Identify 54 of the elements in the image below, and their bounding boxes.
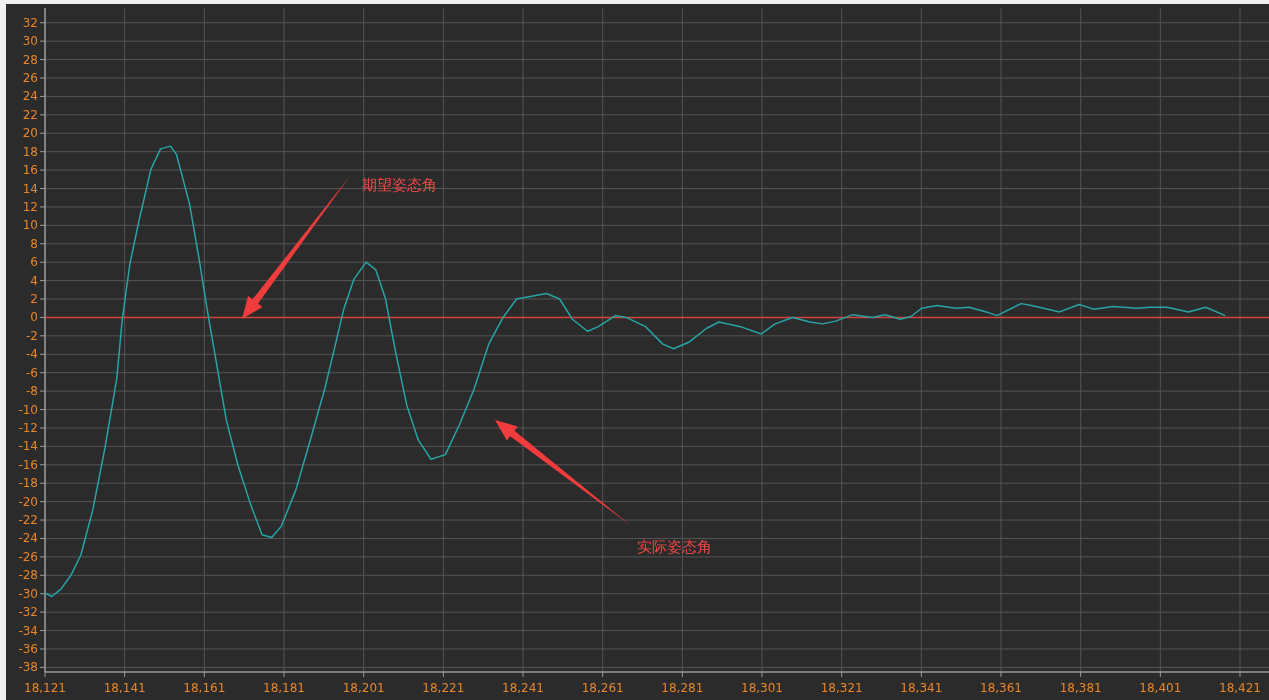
x-tick-label: 18,201 [342,681,385,695]
annotation: 实际姿态角 [637,538,712,556]
y-tick-label: -38 [18,660,38,675]
annotation: 期望姿态角 [362,176,437,194]
x-tick-label: 18,421 [1219,681,1261,695]
y-tick-label: -18 [18,476,38,491]
y-tick-label: 4 [30,273,38,288]
x-tick-label: 18,341 [900,681,943,695]
x-tick-label: 18,301 [741,681,783,695]
y-tick-label: 8 [30,236,38,251]
x-tick-label: 18,141 [103,681,146,695]
y-tick-label: -26 [18,549,38,564]
y-tick-label: -36 [18,641,38,656]
y-tick-label: -8 [26,384,38,399]
y-tick-label: 16 [22,163,38,178]
y-tick-label: -30 [18,586,38,601]
y-tick-label: 10 [22,218,38,233]
y-tick-label: 24 [22,89,38,104]
y-tick-label: 22 [22,107,38,122]
y-tick-label: 30 [22,34,38,49]
y-tick-label: -2 [26,328,38,343]
y-tick-label: 12 [22,199,38,214]
y-tick-label: -24 [18,531,38,546]
y-tick-label: 14 [22,181,38,196]
x-tick-label: 18,241 [502,681,544,695]
y-tick-label: 0 [30,310,38,325]
x-tick-label: 18,281 [661,681,704,695]
y-tick-label: -14 [18,439,38,454]
x-tick-label: 18,221 [422,681,465,695]
y-tick-label: -12 [18,420,38,435]
y-tick-label: -32 [18,605,38,620]
y-tick-label: -10 [18,402,38,417]
x-tick-label: 18,161 [183,681,226,695]
x-tick-label: 18,321 [820,681,863,695]
x-tick-label: 18,401 [1139,681,1182,695]
y-tick-label: -28 [18,568,38,583]
y-tick-label: 20 [22,126,38,141]
y-tick-label: -6 [26,365,38,380]
y-tick-label: 26 [22,70,38,85]
y-tick-label: 6 [30,255,38,270]
y-tick-label: -16 [18,457,38,472]
y-tick-label: 2 [30,292,38,307]
y-tick-label: -22 [18,513,38,528]
x-tick-label: 18,261 [581,681,624,695]
y-tick-label: 28 [22,52,38,67]
y-tick-label: -4 [26,347,38,362]
y-tick-label: -34 [18,623,38,638]
x-tick-label: 18,361 [980,681,1022,695]
x-tick-label: 18,181 [263,681,305,695]
x-tick-label: 18,121 [24,681,66,695]
y-tick-label: -20 [18,494,38,509]
y-tick-label: 32 [22,15,38,30]
x-tick-label: 18,381 [1059,681,1102,695]
y-tick-label: 18 [22,144,38,159]
